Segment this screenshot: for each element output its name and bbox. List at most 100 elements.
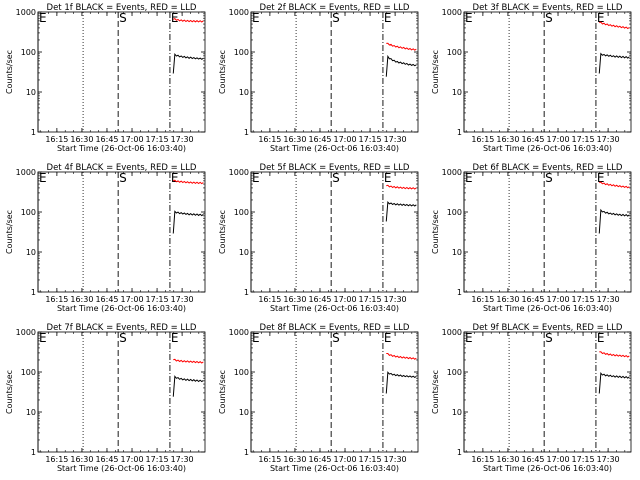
- x-tick-label: 17:15: [359, 135, 382, 144]
- series-lld-line: [386, 353, 417, 360]
- y-tick-label: 100: [447, 368, 462, 377]
- x-tick-label: 17:15: [146, 135, 169, 144]
- x-tick-label: 16:15: [258, 455, 281, 464]
- marker-label: E: [171, 11, 179, 25]
- x-axis-label: Start Time (26-Oct-06 16:03:40): [270, 304, 399, 313]
- x-tick-label: 16:45: [308, 135, 331, 144]
- y-tick-label: 10: [26, 88, 36, 97]
- detector-panel-6: Det 6f BLACK = Events, RED = LLD 1 10 100 10…: [426, 160, 639, 320]
- x-tick-label: 16:45: [95, 455, 118, 464]
- y-tick-label: 1000: [442, 8, 462, 17]
- x-tick-label: 16:45: [308, 295, 331, 304]
- marker-label: S: [545, 331, 553, 345]
- panel-title: Det 4f BLACK = Events, RED = LLD: [47, 163, 197, 173]
- y-tick-label: 1: [31, 448, 36, 457]
- y-tick-label: 10: [452, 248, 462, 257]
- marker-label: E: [384, 171, 392, 185]
- y-tick-label: 1: [244, 448, 249, 457]
- y-axis-label: Counts/sec: [5, 370, 14, 414]
- x-tick-label: 17:30: [597, 295, 620, 304]
- y-tick-label: 1: [244, 288, 249, 297]
- series-lld-line: [173, 18, 204, 23]
- series-events-line: [172, 210, 204, 234]
- y-tick-label: 1000: [442, 168, 462, 177]
- x-tick-label: 16:15: [45, 455, 68, 464]
- x-tick-label: 16:15: [258, 295, 281, 304]
- y-tick-label: 1000: [229, 8, 249, 17]
- panel-chart-svg: Det 5f BLACK = Events, RED = LLD 1 10 100 10…: [218, 163, 419, 313]
- x-tick-label: 17:00: [120, 135, 143, 144]
- marker-label: E: [252, 331, 260, 345]
- x-tick-label: 17:00: [333, 135, 356, 144]
- plot-frame: [250, 11, 419, 133]
- series-lld-line: [386, 184, 417, 190]
- x-tick-label: 16:30: [70, 455, 93, 464]
- marker-label: E: [384, 331, 392, 345]
- marker-label: S: [332, 11, 340, 25]
- plot-frame: [463, 331, 632, 453]
- x-axis-label: Start Time (26-Oct-06 16:03:40): [57, 464, 186, 473]
- series-events-line: [172, 375, 204, 397]
- y-axis-label: Counts/sec: [431, 50, 440, 94]
- y-axis-label: Counts/sec: [218, 50, 227, 94]
- y-tick-label: 100: [21, 48, 36, 57]
- series-lld-line: [386, 42, 417, 51]
- series-events-line: [172, 52, 204, 74]
- y-tick-label: 100: [447, 48, 462, 57]
- x-tick-label: 17:30: [384, 295, 407, 304]
- plot-frame: [250, 171, 419, 293]
- marker-label: S: [119, 331, 127, 345]
- panel-chart-svg: Det 3f BLACK = Events, RED = LLD 1 10 100 10…: [431, 3, 632, 153]
- x-axis-label: Start Time (26-Oct-06 16:03:40): [483, 144, 612, 153]
- marker-label: S: [545, 171, 553, 185]
- x-tick-label: 17:15: [146, 295, 169, 304]
- detector-panel-8: Det 8f BLACK = Events, RED = LLD 1 10 100 10…: [213, 320, 426, 480]
- x-tick-label: 17:30: [171, 135, 194, 144]
- y-axis-label: Counts/sec: [5, 50, 14, 94]
- x-tick-label: 16:30: [283, 455, 306, 464]
- x-tick-label: 17:15: [572, 295, 595, 304]
- series-lld-line: [599, 351, 630, 358]
- detector-panel-7: Det 7f BLACK = Events, RED = LLD 1 10 100 10…: [0, 320, 213, 480]
- series-events-line: [598, 52, 630, 74]
- x-tick-label: 17:30: [384, 135, 407, 144]
- y-tick-label: 100: [234, 208, 249, 217]
- x-tick-label: 16:30: [283, 295, 306, 304]
- y-tick-label: 10: [239, 88, 249, 97]
- series-events-line: [385, 200, 417, 222]
- x-tick-label: 16:45: [521, 455, 544, 464]
- y-tick-label: 1000: [16, 168, 36, 177]
- marker-label: S: [545, 11, 553, 25]
- x-tick-label: 17:00: [546, 295, 569, 304]
- y-tick-label: 100: [21, 208, 36, 217]
- x-tick-label: 16:30: [283, 135, 306, 144]
- x-axis-label: Start Time (26-Oct-06 16:03:40): [270, 144, 399, 153]
- y-tick-label: 1: [457, 128, 462, 137]
- x-tick-label: 17:30: [597, 455, 620, 464]
- panel-title: Det 8f BLACK = Events, RED = LLD: [260, 323, 410, 333]
- x-tick-label: 17:30: [171, 295, 194, 304]
- marker-label: S: [119, 11, 127, 25]
- x-tick-label: 16:45: [95, 295, 118, 304]
- x-tick-label: 17:30: [597, 135, 620, 144]
- plot-frame: [37, 331, 206, 453]
- y-axis-label: Counts/sec: [5, 210, 14, 254]
- series-lld-line: [173, 358, 204, 364]
- y-axis-label: Counts/sec: [431, 370, 440, 414]
- y-tick-label: 1: [31, 288, 36, 297]
- detector-panel-1: Det 1f BLACK = Events, RED = LLD 1 10 100 10…: [0, 0, 213, 160]
- x-tick-label: 17:15: [146, 455, 169, 464]
- x-tick-label: 16:30: [70, 295, 93, 304]
- x-axis-label: Start Time (26-Oct-06 16:03:40): [483, 304, 612, 313]
- x-tick-label: 16:15: [45, 135, 68, 144]
- x-tick-label: 16:15: [45, 295, 68, 304]
- x-tick-label: 17:00: [120, 455, 143, 464]
- marker-label: E: [465, 11, 473, 25]
- y-tick-label: 10: [452, 408, 462, 417]
- detector-panel-5: Det 5f BLACK = Events, RED = LLD 1 10 100 10…: [213, 160, 426, 320]
- y-tick-label: 1000: [16, 328, 36, 337]
- x-tick-label: 16:30: [496, 295, 519, 304]
- panel-chart-svg: Det 1f BLACK = Events, RED = LLD 1 10 100 10…: [5, 3, 206, 153]
- marker-label: E: [597, 331, 605, 345]
